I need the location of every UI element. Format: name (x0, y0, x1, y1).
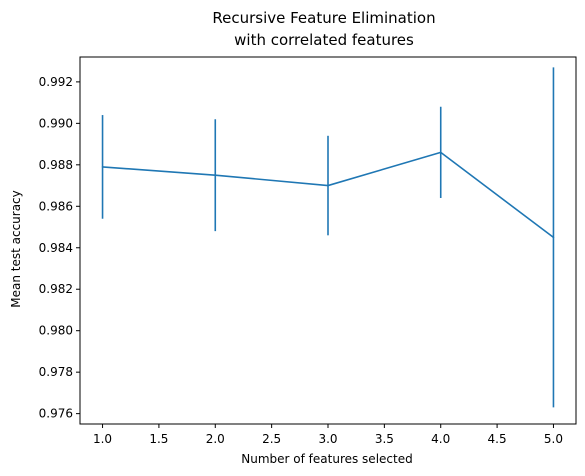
x-tick-label: 3.0 (318, 432, 337, 446)
y-tick-label: 0.990 (39, 116, 73, 130)
y-tick-label: 0.978 (39, 365, 73, 379)
x-tick-label: 1.0 (93, 432, 112, 446)
data-point (214, 174, 217, 176)
y-axis-label: Mean test accuracy (9, 190, 23, 308)
x-tick-label: 1.5 (149, 432, 168, 446)
y-tick-label: 0.986 (39, 199, 73, 213)
y-tick-label: 0.984 (39, 241, 73, 255)
x-axis-ticks: 1.0 1.5 2.0 2.5 3.0 3.5 4.0 4.5 5.0 (93, 424, 563, 446)
chart-title-line-1: Recursive Feature Elimination (212, 9, 435, 27)
y-tick-label: 0.988 (39, 158, 73, 172)
chart-title-line-2: with correlated features (234, 31, 414, 49)
x-tick-label: 4.5 (488, 432, 507, 446)
y-tick-label: 0.980 (39, 324, 73, 338)
plot-area (101, 67, 555, 408)
data-point (439, 151, 442, 154)
y-tick-label: 0.976 (39, 407, 73, 421)
y-tick-label: 0.982 (39, 282, 73, 296)
y-axis-ticks: 0.976 0.978 0.980 0.982 0.984 0.986 0.988 0.990… (39, 75, 80, 421)
y-tick-label: 0.992 (39, 75, 73, 89)
x-tick-label: 5.0 (544, 432, 563, 446)
data-point (101, 166, 104, 168)
x-tick-label: 3.5 (375, 432, 394, 446)
x-axis-label: Number of features selected (241, 452, 412, 466)
x-tick-label: 4.0 (431, 432, 450, 446)
x-tick-label: 2.0 (206, 432, 225, 446)
x-tick-label: 2.5 (262, 432, 281, 446)
data-point (327, 184, 329, 187)
data-point (552, 236, 555, 239)
